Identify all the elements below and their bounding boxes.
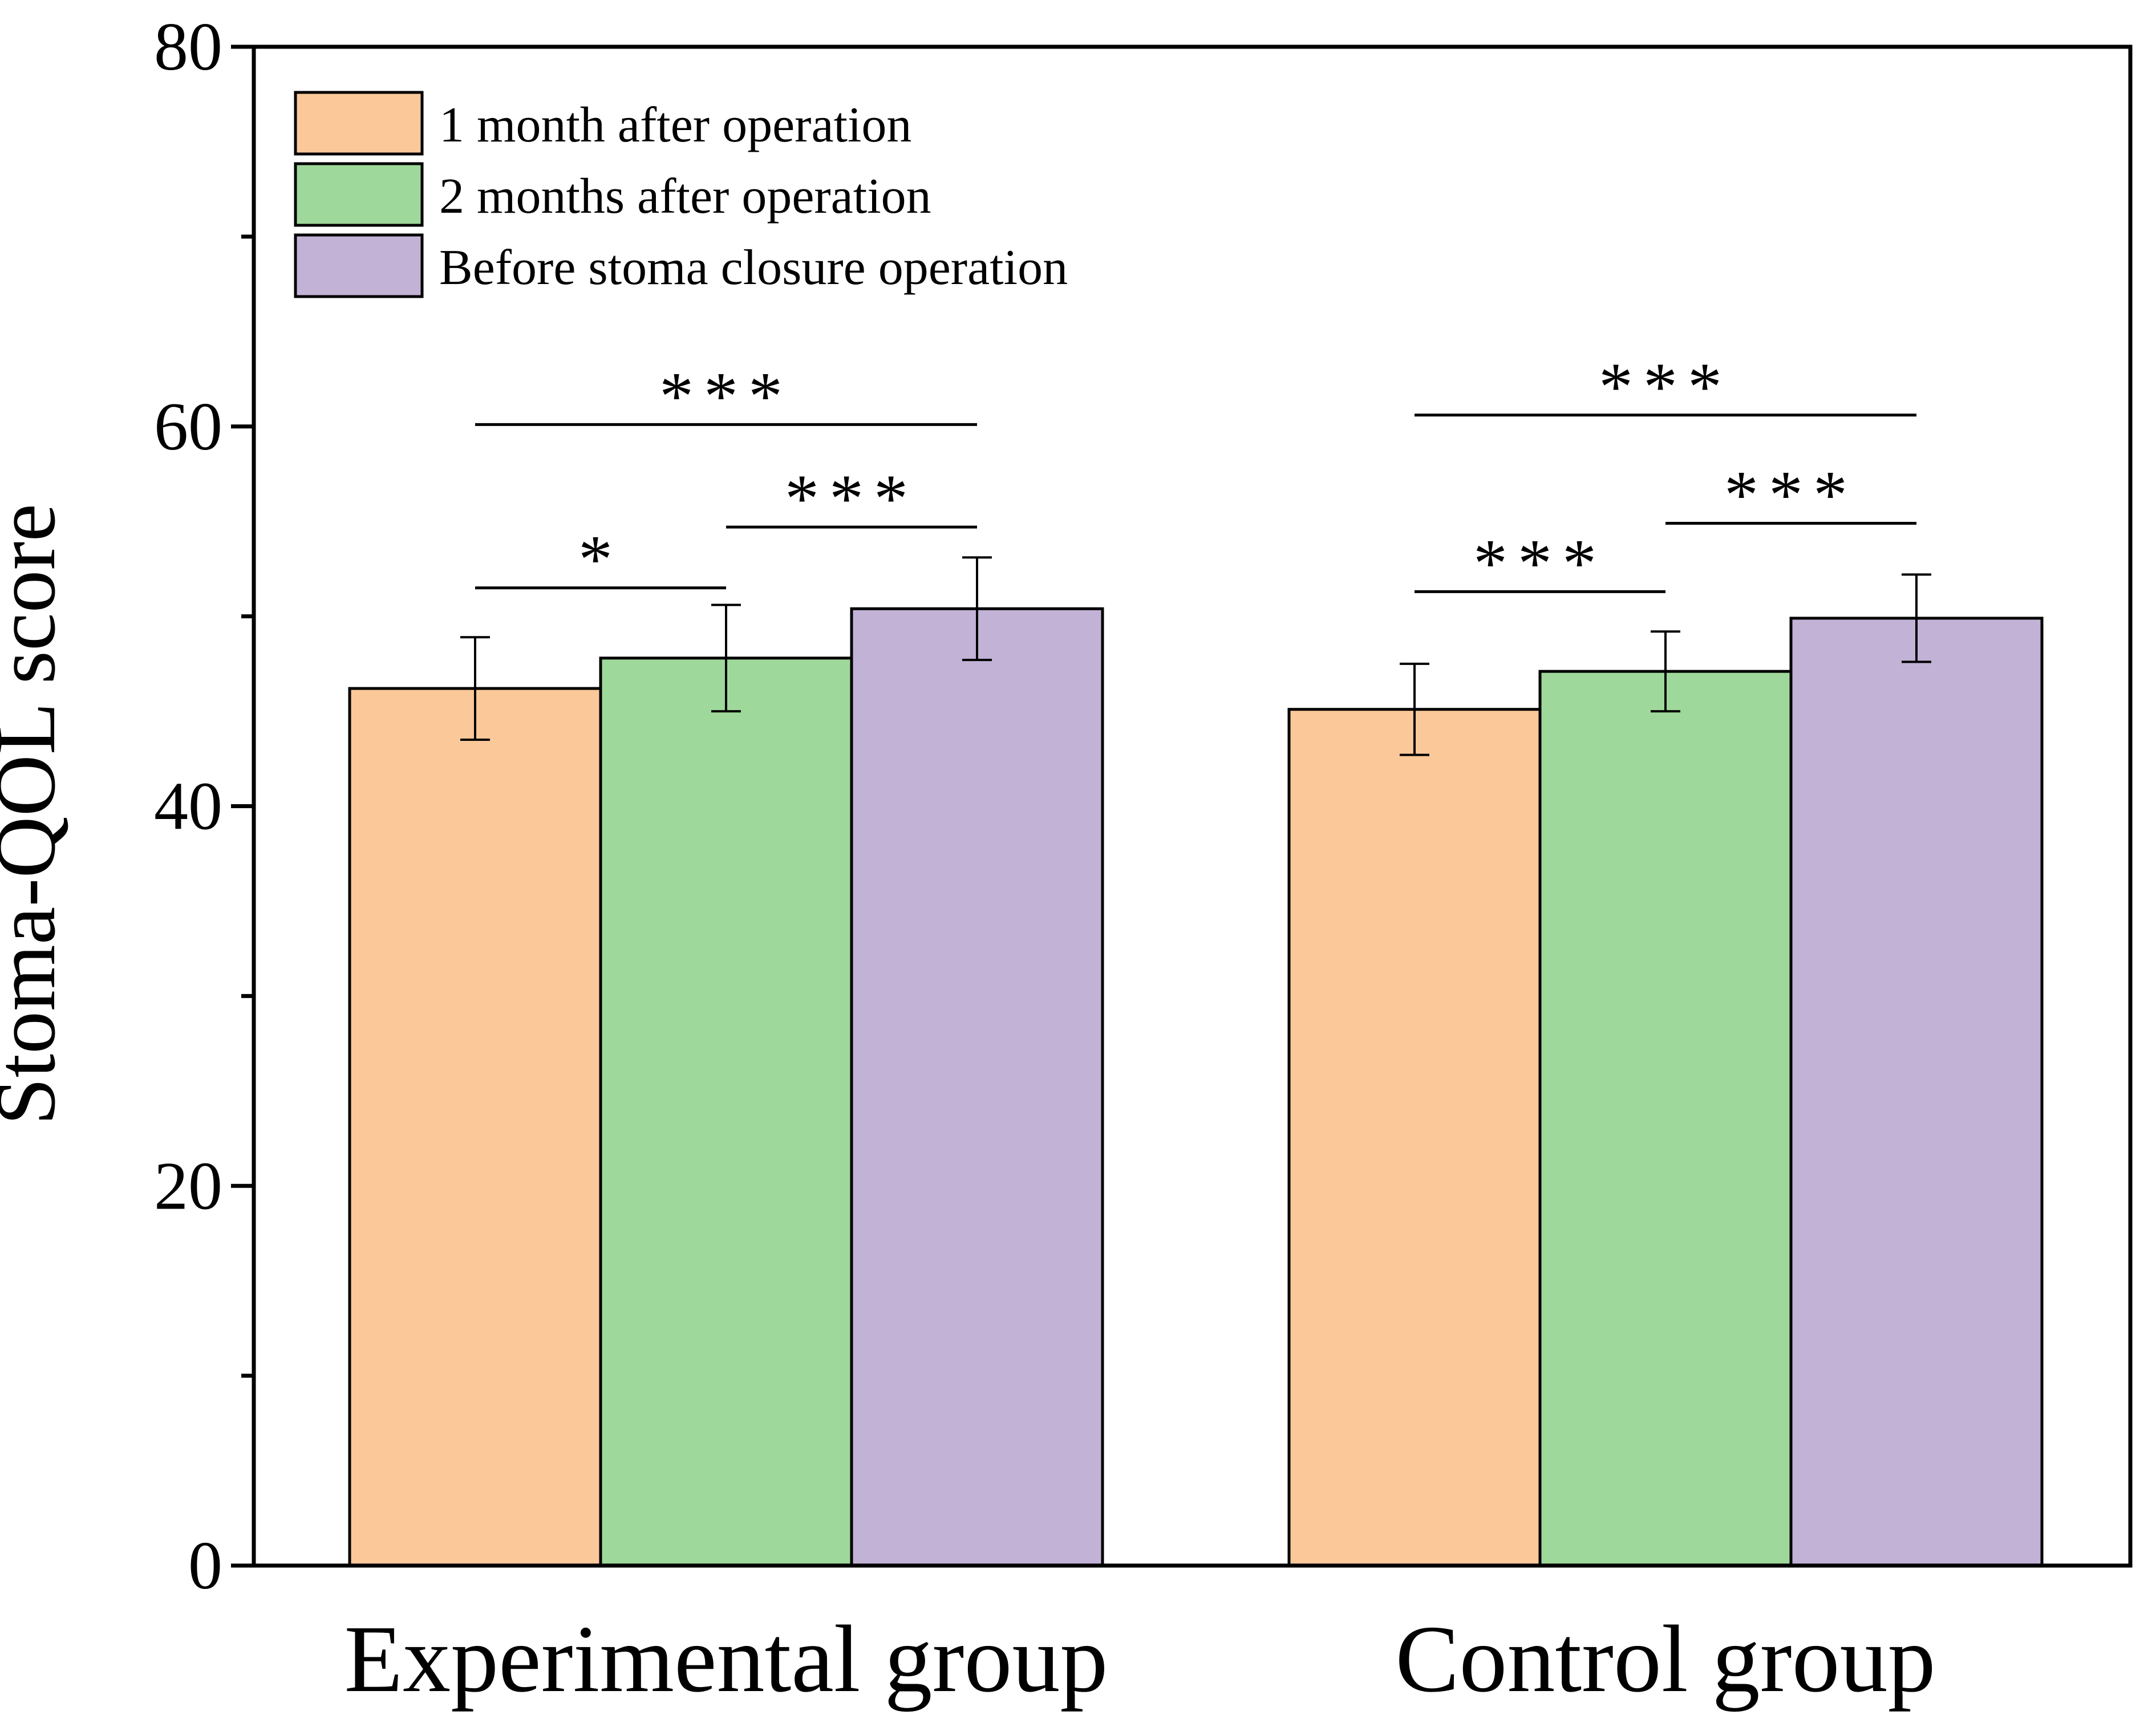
- legend-label: Before stoma closure operation: [439, 240, 1068, 295]
- bars-layer: [348, 607, 2044, 1567]
- y-tick-label: 0: [188, 1527, 222, 1603]
- y-axis-label: Stoma-QOL score: [0, 504, 73, 1125]
- significance-layer: ****************: [475, 348, 1916, 601]
- significance-label: ***: [1724, 457, 1858, 533]
- error-bar-experimental-series-1: [460, 636, 490, 741]
- error-bars-layer: [460, 556, 1931, 756]
- legend-item-2: 2 months after operation: [294, 162, 931, 227]
- legend-swatch: [294, 233, 424, 298]
- legend-item-3: Before stoma closure operation: [294, 233, 1068, 298]
- legend-item-1: 1 month after operation: [294, 91, 911, 156]
- bar-control-series-3: [1789, 617, 2044, 1567]
- significance-label: ***: [785, 460, 918, 536]
- error-bar-control-series-3: [1902, 573, 1931, 663]
- x-category-label: Control group: [1395, 1606, 1935, 1712]
- legend-swatch: [294, 162, 424, 227]
- error-bar-control-series-1: [1400, 662, 1429, 756]
- significance-bracket-4: ***: [1415, 348, 1916, 424]
- legend-label: 2 months after operation: [439, 169, 931, 224]
- significance-label: ***: [1473, 525, 1607, 601]
- significance-label: ***: [659, 358, 793, 433]
- significance-bracket-2: *: [475, 521, 726, 597]
- bar-control-series-2: [1538, 670, 1793, 1567]
- error-bar-experimental-series-3: [962, 556, 992, 662]
- significance-bracket-6: ***: [1665, 457, 1916, 533]
- x-category-label: Experimental group: [345, 1606, 1108, 1712]
- significance-label: *: [578, 521, 623, 597]
- legend-swatch: [294, 91, 424, 156]
- significance-bracket-1: ***: [475, 358, 977, 433]
- y-tick-label: 20: [154, 1148, 222, 1223]
- bar-experimental-series-3: [850, 607, 1104, 1567]
- y-tick-label: 60: [154, 388, 222, 464]
- significance-label: ***: [1599, 348, 1732, 424]
- legend: 1 month after operation 2 months after op…: [294, 91, 1068, 298]
- legend-label: 1 month after operation: [439, 98, 911, 153]
- bar-experimental-series-2: [599, 656, 853, 1567]
- y-tick-label: 80: [154, 9, 222, 84]
- significance-bracket-3: ***: [726, 460, 977, 536]
- error-bar-control-series-2: [1651, 630, 1680, 713]
- bar-control-series-1: [1287, 708, 1542, 1567]
- bar-experimental-series-1: [348, 687, 602, 1567]
- error-bar-experimental-series-2: [711, 603, 741, 713]
- y-tick-label: 40: [154, 768, 222, 844]
- significance-bracket-5: ***: [1415, 525, 1665, 601]
- axes-layer: 0 20 40 60 80 Experimental group Control group: [154, 9, 2133, 1712]
